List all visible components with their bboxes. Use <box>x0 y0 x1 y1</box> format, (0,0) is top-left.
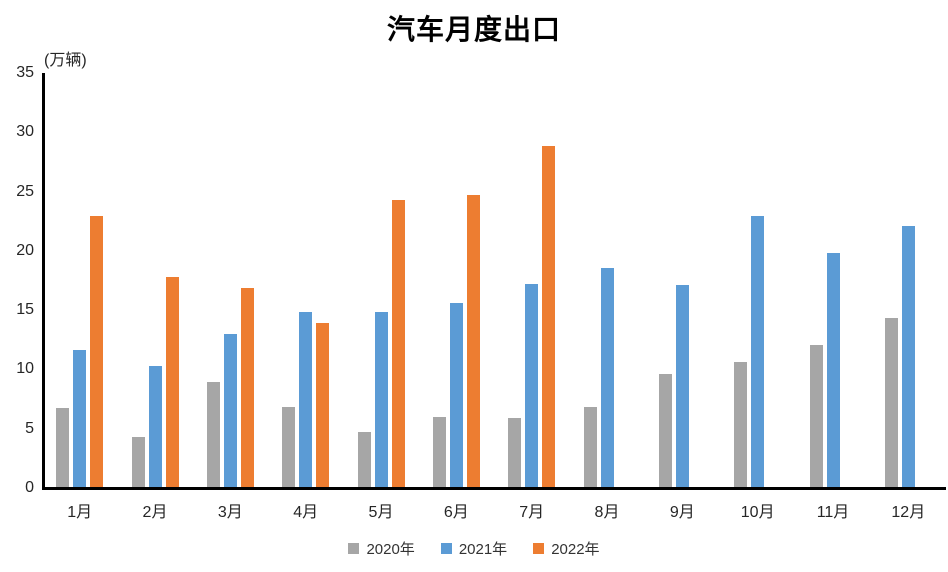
bar-2022年-7月 <box>542 146 556 490</box>
legend: 2020年 2021年 2022年 <box>0 538 948 559</box>
bar-2020年-9月 <box>658 373 672 490</box>
bar-2021年-2月 <box>148 365 162 490</box>
x-category-label: 5月 <box>368 504 394 521</box>
legend-swatch-icon <box>533 543 545 554</box>
x-axis-line <box>42 487 946 490</box>
legend-item: 2020年 <box>348 538 415 559</box>
x-category-label: 11月 <box>816 504 850 521</box>
x-category-label: 1月 <box>67 504 93 521</box>
y-tick-label: 35 <box>16 64 34 81</box>
bar-2020年-10月 <box>734 361 748 490</box>
bar-2020年-2月 <box>131 436 145 490</box>
x-category-label: 2月 <box>142 504 168 521</box>
bar-2020年-3月 <box>206 382 220 490</box>
y-tick-label: 30 <box>16 123 34 141</box>
plot-area <box>42 73 946 490</box>
y-axis-line <box>42 73 45 490</box>
bar-2022年-5月 <box>391 199 405 490</box>
bar-2020年-1月 <box>56 408 70 490</box>
x-category-label: 10月 <box>740 504 775 521</box>
y-tick-label: 20 <box>16 241 34 259</box>
y-tick-label: 5 <box>25 419 34 437</box>
x-category-label: 7月 <box>519 504 545 521</box>
bar-2022年-3月 <box>240 288 254 490</box>
x-category-label: 3月 <box>217 504 243 521</box>
legend-swatch-icon <box>440 543 452 554</box>
legend-label: 2022年 <box>551 541 600 558</box>
bar-2021年-12月 <box>901 225 915 490</box>
y-tick-label: 25 <box>16 182 34 200</box>
x-category-label: 6月 <box>443 504 469 521</box>
bar-2021年-8月 <box>600 268 614 490</box>
y-tick-label: 0 <box>25 479 34 496</box>
bar-2022年-2月 <box>165 276 179 490</box>
bar-2021年-4月 <box>299 312 313 490</box>
legend-item: 2022年 <box>533 538 600 559</box>
bar-2021年-9月 <box>675 284 689 490</box>
bar-2021年-10月 <box>751 216 765 490</box>
bar-2021年-1月 <box>73 350 87 490</box>
bar-2020年-11月 <box>809 345 823 490</box>
bar-2020年-7月 <box>508 417 522 490</box>
bar-2020年-6月 <box>432 416 446 490</box>
bar-2022年-4月 <box>316 322 330 490</box>
bar-2022年-1月 <box>90 216 104 490</box>
bar-2021年-7月 <box>525 283 539 490</box>
bar-2020年-12月 <box>884 318 898 490</box>
x-category-label: 4月 <box>293 504 319 521</box>
legend-swatch-icon <box>348 543 360 554</box>
x-category-label: 9月 <box>669 504 695 521</box>
bar-2021年-5月 <box>374 312 388 490</box>
x-category-label: 12月 <box>891 504 926 521</box>
bar-2021年-3月 <box>223 333 237 490</box>
y-tick-label: 15 <box>16 301 34 319</box>
bar-2020年-4月 <box>282 407 296 490</box>
y-axis-unit-label: (万辆) <box>44 52 87 69</box>
legend-label: 2020年 <box>366 541 415 558</box>
y-tick-label: 10 <box>16 360 34 378</box>
bar-2020年-8月 <box>583 407 597 490</box>
bar-2021年-11月 <box>826 252 840 490</box>
x-category-label: 8月 <box>594 504 620 521</box>
bar-2021年-6月 <box>449 302 463 490</box>
bar-2020年-5月 <box>357 431 371 490</box>
bar-2022年-6月 <box>466 194 480 490</box>
legend-item: 2021年 <box>440 538 508 559</box>
chart-title: 汽车月度出口 <box>386 13 561 46</box>
legend-label: 2021年 <box>458 541 508 558</box>
